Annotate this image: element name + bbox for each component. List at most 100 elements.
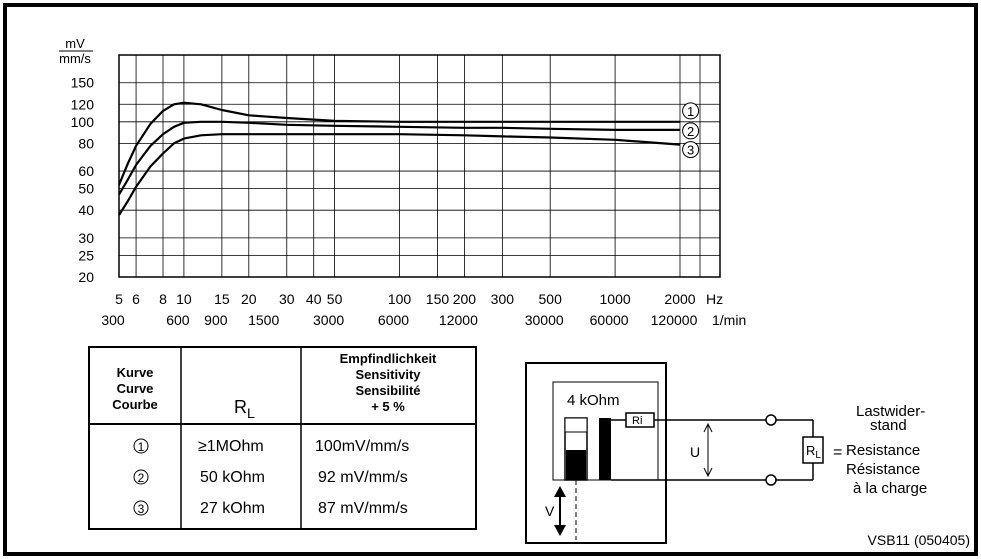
header-kurve: Kurve xyxy=(117,365,154,380)
row-2-rl: 50 kOhm xyxy=(200,469,265,486)
y-tick-label: 50 xyxy=(78,181,94,197)
header-sensitivity: Sensitivity xyxy=(355,367,421,382)
x-tick-label: 6 xyxy=(132,291,140,307)
plot-frame xyxy=(118,54,721,278)
y-tick-label: 25 xyxy=(78,247,94,263)
header-courbe: Courbe xyxy=(112,397,158,412)
x-tick-label: 10 xyxy=(176,291,192,307)
y-tick-label: 60 xyxy=(78,163,94,179)
row-3-rl: 27 kOhm xyxy=(200,500,265,517)
load-label-line-5: à la charge xyxy=(853,480,927,497)
curve-3-marker: 3 xyxy=(687,143,694,158)
response-curve-2 xyxy=(118,120,680,196)
y-tick-label: 150 xyxy=(71,75,95,91)
outer-frame xyxy=(3,3,978,556)
rpm-tick-label: 120000 xyxy=(651,312,698,328)
x-tick-label: 500 xyxy=(539,291,563,307)
x-tick-label: 200 xyxy=(453,291,477,307)
table-frame xyxy=(88,346,477,530)
y-unit-numerator: mV xyxy=(65,36,85,51)
rpm-tick-labels: 300 600 900 1500 3000 6000 12000 30000 60000 1200… xyxy=(101,312,697,328)
x-tick-label: 15 xyxy=(214,291,230,307)
terminal-top xyxy=(765,414,777,426)
velocity-label: V xyxy=(545,503,555,519)
header-rl: RL xyxy=(234,397,255,421)
row-2-marker: 2 xyxy=(138,471,145,485)
x-unit-hz: Hz xyxy=(706,291,723,307)
row-2-marker-circle xyxy=(133,469,149,485)
x-tick-label: 5 xyxy=(115,291,123,307)
y-unit-denominator: mm/s xyxy=(59,51,91,66)
rpm-tick-label: 300 xyxy=(101,312,125,328)
y-tick-label: 40 xyxy=(78,202,94,218)
magnet-top xyxy=(564,417,588,433)
rl-resistor xyxy=(802,436,824,464)
x-tick-label: 20 xyxy=(241,291,257,307)
header-empfindlichkeit: Empfindlichkeit xyxy=(340,351,437,366)
y-tick-label: 20 xyxy=(78,269,94,285)
x-tick-label: 300 xyxy=(491,291,515,307)
x-tick-label: 150 xyxy=(426,291,450,307)
row-1-marker: 1 xyxy=(138,440,145,454)
rpm-tick-label: 6000 xyxy=(378,312,409,328)
row-2-sens: 92 mV/mm/s xyxy=(318,469,408,486)
response-curve-1 xyxy=(117,101,680,186)
y-tick-label: 120 xyxy=(71,96,95,112)
sensor-housing xyxy=(525,362,667,544)
row-1-sens: 100mV/mm/s xyxy=(315,438,409,455)
coil-block xyxy=(599,418,611,480)
row-3-marker: 3 xyxy=(138,502,145,516)
row-3-marker-circle xyxy=(133,500,149,516)
curve-3-marker-circle xyxy=(682,141,700,159)
header-curve: Curve xyxy=(117,381,154,396)
load-label-line-1: Lastwider- xyxy=(856,403,925,420)
magnet-dark xyxy=(566,450,586,480)
rpm-tick-label: 3000 xyxy=(313,312,344,328)
rpm-tick-label: 600 xyxy=(166,312,190,328)
y-tick-label: 80 xyxy=(78,135,94,151)
x-tick-label: 30 xyxy=(279,291,295,307)
curve-1-marker: 1 xyxy=(687,104,694,119)
velocity-arrow-up-head xyxy=(554,486,566,497)
response-curve-3 xyxy=(118,133,681,216)
row-1-rl: ≥1MOhm xyxy=(198,438,264,455)
x-tick-label: 2000 xyxy=(664,291,695,307)
x-tick-label: 50 xyxy=(327,291,343,307)
x-tick-label: 40 xyxy=(306,291,322,307)
voltage-arrow-up-head xyxy=(703,422,713,433)
x-tick-labels: 5 6 8 10 15 20 30 40 50 100 150 200 300 500 1000 2000 xyxy=(115,291,696,307)
x-tick-label: 100 xyxy=(388,291,412,307)
curve-2-marker: 2 xyxy=(687,124,694,139)
load-label-line-2: stand xyxy=(870,417,907,434)
curve-2-marker-circle xyxy=(682,122,700,140)
chart-grid xyxy=(118,54,721,278)
x-tick-label: 8 xyxy=(159,291,167,307)
voltage-label: U xyxy=(690,444,700,460)
document-code: VSB11 (050405) xyxy=(868,532,970,548)
velocity-arrow-down-head xyxy=(554,525,566,536)
rpm-tick-label: 900 xyxy=(204,312,228,328)
voltage-arrow-down-head xyxy=(703,467,713,478)
rpm-tick-label: 30000 xyxy=(525,312,564,328)
equals-sign: = xyxy=(833,444,842,461)
curve-1-marker-circle xyxy=(682,102,700,120)
rpm-tick-label: 1500 xyxy=(248,312,279,328)
rpm-tick-label: 60000 xyxy=(590,312,629,328)
response-curves: 1 2 3 xyxy=(117,101,700,216)
y-tick-label: 100 xyxy=(71,114,95,130)
load-label-line-4: Résistance xyxy=(846,461,920,478)
sensitivity-table: Kurve Curve Courbe RL Empfindlichkeit Se… xyxy=(88,346,477,530)
ri-label: Ri xyxy=(632,415,642,427)
row-3-sens: 87 mV/mm/s xyxy=(318,500,408,517)
row-1-marker-circle xyxy=(133,438,149,454)
x-tick-label: 1000 xyxy=(600,291,631,307)
x-unit-rpm: 1/min xyxy=(712,312,746,328)
header-tolerance: + 5 % xyxy=(371,399,405,414)
header-sensibilite: Sensibilité xyxy=(355,383,420,398)
ri-value: 4 kOhm xyxy=(567,392,620,409)
load-label-line-3: Resistance xyxy=(846,442,920,459)
terminal-bottom xyxy=(765,474,777,486)
